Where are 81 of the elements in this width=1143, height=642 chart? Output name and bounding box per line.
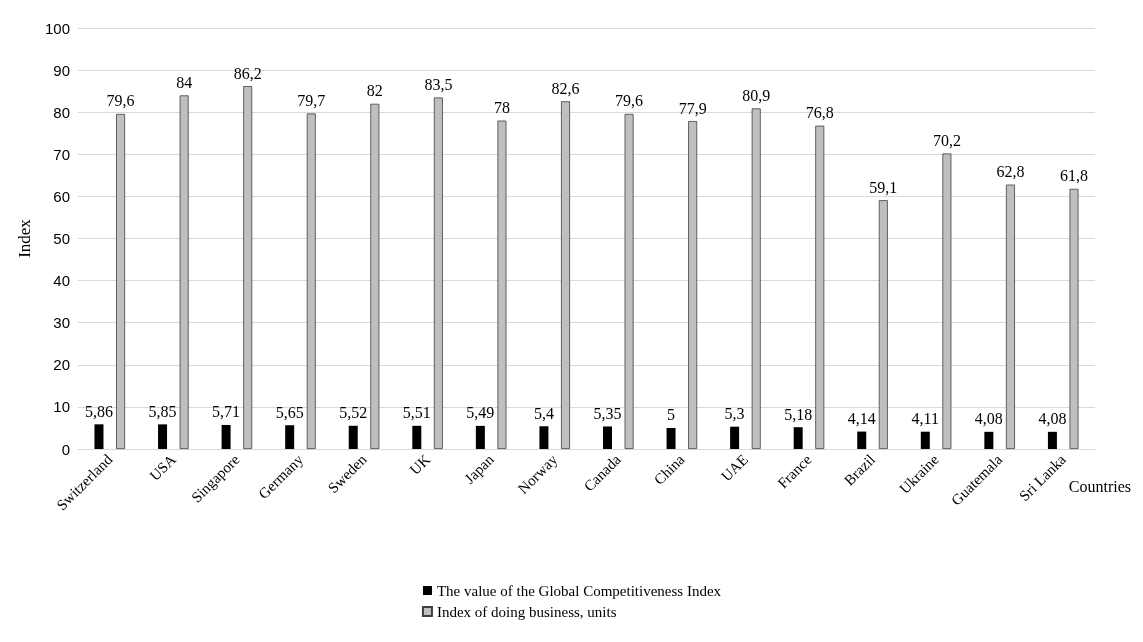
y-tick-label: 30 (53, 314, 70, 332)
bar (497, 120, 507, 449)
bar (602, 426, 612, 449)
data-label: 82,6 (551, 79, 580, 97)
data-label: 4,14 (847, 410, 876, 428)
data-label: 5,85 (148, 402, 177, 420)
data-label: 5,4 (533, 404, 554, 422)
bar (539, 426, 549, 449)
bar (285, 425, 295, 449)
data-label: 5,18 (784, 405, 813, 423)
y-tick-label: 0 (61, 440, 70, 458)
bar (1069, 188, 1079, 449)
data-label: 5,71 (212, 403, 241, 421)
data-label: 84 (176, 73, 193, 91)
data-label: 4,08 (974, 410, 1003, 428)
y-tick-label: 50 (53, 230, 70, 247)
bar (561, 101, 571, 449)
data-label: 5,86 (84, 402, 113, 420)
bar (984, 431, 994, 449)
y-tick-label: 40 (53, 272, 70, 290)
bar (94, 424, 104, 449)
y-tick-label: 100 (44, 19, 70, 37)
data-label: 59,1 (869, 178, 898, 196)
data-label: 76,8 (805, 104, 834, 122)
bar (243, 86, 253, 449)
x-tick-label: UK (406, 451, 434, 478)
legend-label: Index of doing business, units (436, 603, 617, 620)
bar (815, 125, 825, 449)
bar (942, 153, 952, 449)
data-label: 5,51 (402, 404, 431, 422)
bar (688, 121, 698, 449)
y-tick-label: 70 (53, 145, 70, 163)
bar (433, 97, 443, 449)
bar (370, 103, 380, 449)
data-label: 83,5 (424, 75, 453, 93)
data-label: 70,2 (932, 131, 961, 149)
data-label: 4,08 (1038, 410, 1067, 428)
bar (1005, 184, 1015, 449)
y-tick-label: 60 (53, 187, 70, 205)
bar (857, 431, 867, 449)
y-tick-label: 80 (53, 103, 70, 121)
data-label: 5,35 (593, 404, 622, 422)
data-label: 62,8 (996, 163, 1025, 181)
data-label: 61,8 (1060, 167, 1089, 185)
bar (730, 426, 740, 449)
bar (920, 431, 930, 449)
legend-label: The value of the Global Competitiveness Index (436, 582, 722, 599)
data-label: 4,11 (911, 410, 939, 428)
bar (412, 425, 422, 449)
data-label: 5,52 (339, 404, 368, 422)
bar (348, 425, 358, 449)
data-label: 79,6 (615, 92, 644, 110)
bar (878, 200, 888, 449)
data-label: 5,3 (724, 405, 745, 423)
y-axis-title: Index (15, 218, 34, 258)
y-tick-label: 20 (53, 356, 70, 374)
bar (116, 113, 126, 449)
bar (1047, 431, 1057, 449)
bar (475, 425, 485, 449)
data-label: 78 (493, 99, 510, 117)
y-tick-label: 90 (53, 61, 70, 79)
data-label: 86,2 (233, 64, 262, 82)
bar (158, 424, 168, 449)
data-label: 5,49 (466, 404, 495, 422)
x-tick-label: USA (146, 451, 180, 484)
bar (751, 108, 761, 449)
data-label: 5,65 (275, 403, 304, 421)
bar (179, 95, 189, 449)
data-label: 80,9 (742, 86, 771, 104)
data-label: 79,7 (297, 91, 326, 109)
data-label: 82 (366, 82, 383, 100)
data-label: 79,6 (106, 92, 135, 110)
bar (306, 113, 316, 449)
bar (793, 427, 803, 449)
bar (624, 113, 634, 449)
data-label: 77,9 (678, 99, 707, 117)
y-tick-label: 10 (53, 398, 70, 416)
bar (666, 427, 676, 449)
bar (221, 424, 231, 449)
x-axis-title: Countries (1068, 477, 1131, 495)
data-label: 5 (667, 406, 676, 424)
